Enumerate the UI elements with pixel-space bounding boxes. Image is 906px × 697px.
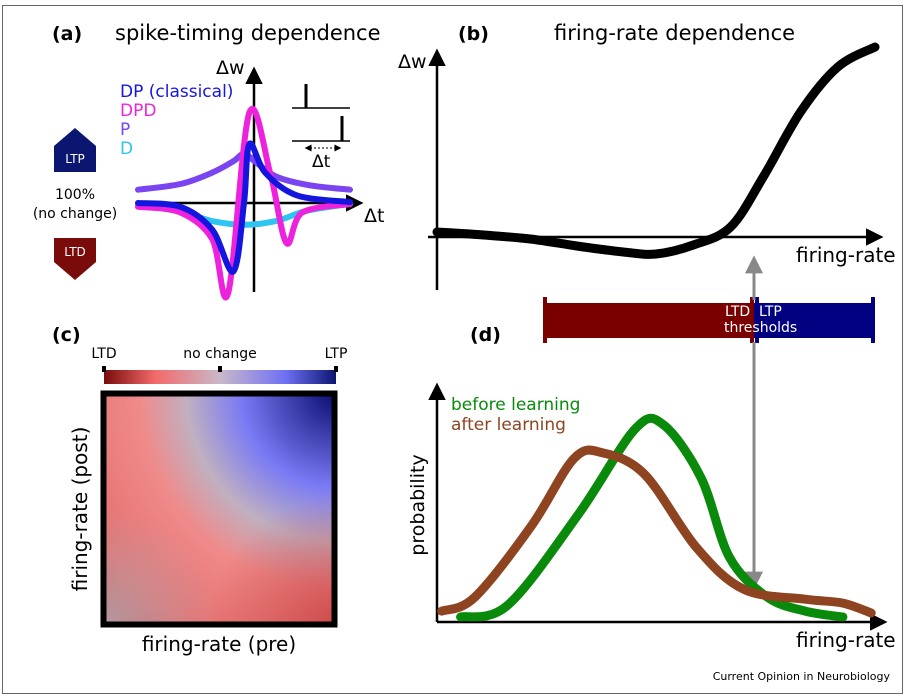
colorbar-ltp-label: LTP: [325, 346, 348, 362]
figure-frame: [2, 5, 903, 694]
thresholds-label: thresholds: [724, 320, 797, 336]
colorbar-tick-right: [334, 366, 338, 372]
dt-label: Δt: [312, 152, 331, 172]
panel-a-title: spike-timing dependence: [115, 21, 381, 45]
heatmap-corner-shade-2: [102, 392, 336, 626]
panel-b-series-0: [432, 42, 880, 259]
spike-timing-inset: Δt: [292, 84, 350, 172]
panel-c: (c) LTD no change LTP firing-rate (pre) …: [52, 324, 347, 656]
panel-b: (b) firing-rate dependence Δw firing-rat…: [398, 21, 896, 290]
ltp-region: [754, 303, 873, 338]
panel-b-curves: [432, 42, 880, 259]
ltd-region: [545, 303, 754, 338]
panel-d: (d) firing-rate probability before learn…: [407, 324, 896, 652]
panel-b-y-label: Δw: [398, 51, 427, 73]
panel-b-title: firing-rate dependence: [554, 21, 795, 45]
legend-dpd: DPD: [120, 101, 156, 121]
heatmap-border: [100, 390, 338, 628]
panel-a-curves: [135, 106, 353, 301]
ltd-down-arrow-icon: [54, 238, 96, 280]
ltp-up-arrow-icon: [54, 128, 96, 172]
panel-a-x-label: Δt: [364, 205, 384, 227]
journal-credit: Current Opinion in Neurobiology: [713, 670, 891, 683]
colorbar-ltd-label: LTD: [91, 346, 116, 362]
panel-d-curves: [437, 413, 876, 622]
ltp-threshold-label: LTP: [759, 304, 782, 320]
colorbar-tick-left: [102, 366, 106, 372]
panel-d-label: (d): [470, 324, 501, 346]
panel-a-y-label: Δw: [216, 57, 245, 79]
panel-a-series-3: [135, 140, 353, 275]
colorbar-mid-label: no change: [183, 346, 256, 362]
heatmap: [100, 390, 338, 628]
legend-p: P: [120, 120, 130, 140]
colorbar-tick-mid: [218, 366, 222, 372]
panel-a-series-2: [135, 106, 353, 301]
panel-d-y-label: probability: [407, 454, 429, 555]
panel-a: (a) spike-timing dependence LTP 100% (no…: [33, 21, 384, 301]
panel-a-label: (a): [52, 23, 82, 45]
ltd-threshold-label: LTD: [725, 304, 750, 320]
legend-d: D: [120, 139, 133, 159]
colorbar: [104, 370, 336, 384]
ltp-icon-label: LTP: [65, 152, 85, 166]
panel-c-label: (c): [52, 324, 81, 346]
panel-b-label: (b): [458, 23, 489, 45]
panel-b-x-label: firing-rate: [796, 243, 896, 267]
ltd-icon-label: LTD: [64, 245, 86, 259]
legend-before-learning: before learning: [451, 395, 580, 415]
threshold-bar: LTD LTP thresholds: [543, 255, 875, 590]
no-change-label-1: 100%: [55, 187, 95, 203]
no-change-label-2: (no change): [33, 206, 117, 222]
panel-d-x-label: firing-rate: [796, 628, 896, 652]
legend-after-learning: after learning: [451, 415, 566, 435]
panel-c-x-label: firing-rate (pre): [142, 632, 296, 656]
panel-d-series-0: [456, 413, 848, 622]
panel-c-y-label: firing-rate (post): [68, 427, 92, 592]
panel-d-series-1: [437, 445, 876, 618]
legend-dp: DP (classical): [120, 82, 233, 102]
